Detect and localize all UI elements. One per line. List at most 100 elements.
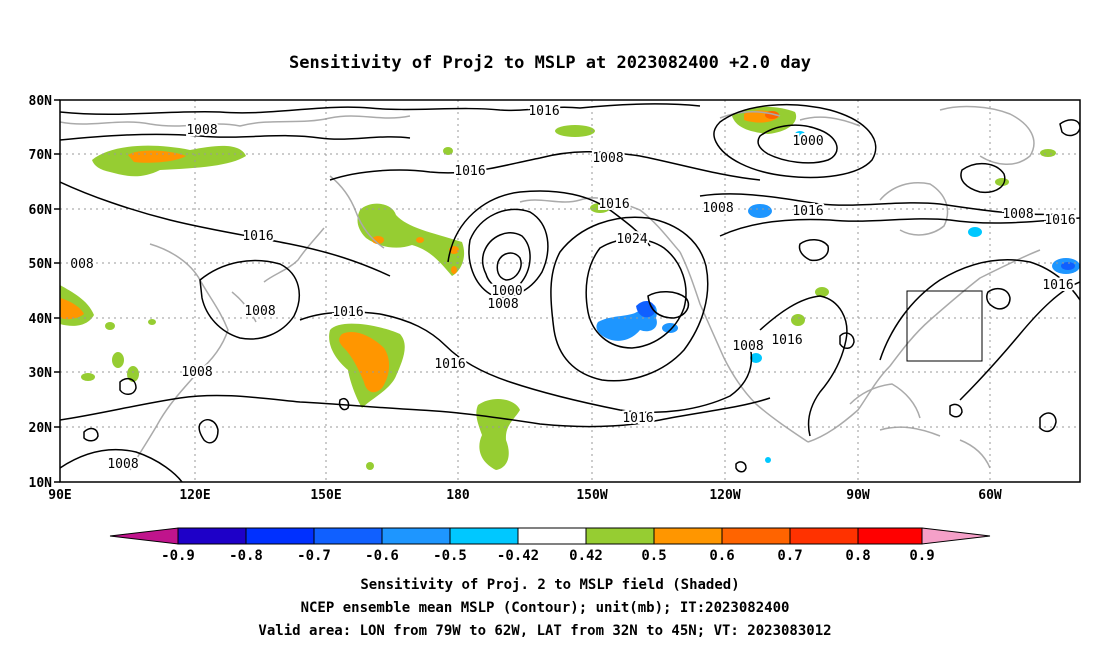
- coastline-north-america-west: [679, 251, 809, 443]
- contour-label: 1008: [244, 304, 275, 319]
- caption-contour: NCEP ensemble mean MSLP (Contour); unit(…: [301, 600, 790, 616]
- contour-small-ring-9: [735, 461, 747, 473]
- lon-tick-label: 180: [446, 488, 470, 503]
- contour-small-ring-2: [198, 419, 219, 444]
- contour-1008-east-asia: [199, 259, 301, 340]
- valid-area-box: [906, 290, 983, 362]
- contour-1016-pacific: [60, 394, 771, 428]
- lon-tick-label: 60W: [978, 488, 1002, 503]
- shade-positive-blob-1: [555, 125, 595, 137]
- contour-label: 1016: [598, 197, 629, 212]
- colorbar-swatch: [857, 527, 923, 545]
- shade-negative-blob-3-core: [1061, 262, 1075, 270]
- colorbar-label: -0.7: [297, 548, 331, 564]
- shade-positive-blob-4: [791, 314, 805, 326]
- contour-1024-high-inner: [585, 238, 687, 349]
- shade-negative-blob-5: [750, 353, 762, 363]
- shade-negative-blob-6: [795, 131, 805, 137]
- contour-label: 1008: [487, 297, 518, 312]
- contour-small-ring-12: [119, 377, 137, 395]
- map-panel: 1008 1016 1016 1008 1016 1024 1000 1008 …: [59, 99, 1081, 483]
- contour-label: 1016: [434, 357, 465, 372]
- contour-small-ring-1: [798, 239, 829, 262]
- contour-label: 1008: [702, 201, 733, 216]
- caption-shading: Sensitivity of Proj. 2 to MSLP field (Sh…: [360, 577, 739, 593]
- lon-tick-label: 120E: [179, 488, 210, 503]
- lon-tick-label: 120W: [709, 488, 740, 503]
- colorbar-label: 0.9: [909, 548, 934, 564]
- contour-label: 1016: [1044, 213, 1075, 228]
- shade-positive-blob-9: [81, 373, 95, 381]
- mslp-contours: [60, 103, 1080, 482]
- colorbar-label: -0.5: [433, 548, 467, 564]
- contour-label: 1024: [616, 232, 647, 247]
- shade-negative-blob-4: [968, 227, 982, 237]
- colorbar-label: 0.42: [569, 548, 603, 564]
- colorbar-swatch: [517, 527, 587, 545]
- colorbar-swatch: [721, 527, 791, 545]
- contour-label: 1008: [592, 151, 623, 166]
- contour-1016-canada: [719, 217, 1080, 237]
- shade-positive-blob-5: [1040, 149, 1056, 157]
- contour-label: 1000: [491, 284, 522, 299]
- shade-positive-blob-2: [590, 203, 610, 213]
- coastline-east-asia: [129, 243, 229, 471]
- lat-tick-label: 60N: [29, 203, 53, 218]
- map-frame: [59, 99, 1081, 483]
- coastline-asia-north: [60, 115, 411, 127]
- coastline-gulf: [849, 383, 921, 419]
- coastline-hudson: [879, 182, 949, 236]
- lon-tick-label: 150E: [310, 488, 341, 503]
- colorbar-labels: -0.9 -0.8 -0.7 -0.6 -0.5 -0.42 0.42 0.5 …: [161, 548, 935, 564]
- lat-tick-label: 80N: [29, 94, 53, 109]
- coastline-north-america-east: [807, 249, 1041, 443]
- contour-1016-asia: [60, 181, 391, 277]
- colorbar-label: 0.6: [709, 548, 734, 564]
- lon-tick-label: 90W: [846, 488, 870, 503]
- contour-1000-arctic-low: [757, 124, 838, 164]
- contour-small-ring-11: [338, 397, 350, 411]
- shade-orange-blob-3: [451, 266, 457, 274]
- contour-label: 1016: [1042, 278, 1073, 293]
- contour-label: 1016: [771, 333, 802, 348]
- colorbar-label: -0.42: [497, 548, 539, 564]
- contour-1008-siberia: [60, 133, 411, 141]
- contour-1008-low-ring1: [468, 208, 549, 298]
- colorbar-swatch: [653, 527, 723, 545]
- colorbar-label: 0.7: [777, 548, 802, 564]
- shade-positive-kamchatka: [357, 203, 465, 276]
- contour-1024-high-outer: [550, 216, 709, 382]
- contour-label: 1016: [332, 305, 363, 320]
- longitude-axis: 90E 120E 150E 180 150W 120W 90W 60W: [48, 488, 1002, 503]
- shade-positive-blob-11: [148, 319, 156, 325]
- colorbar-swatch: [585, 527, 655, 545]
- latitude-axis: 80N 70N 60N 50N 40N 30N 20N 10N: [29, 94, 60, 491]
- shade-positive-blob-13: [366, 462, 374, 470]
- coastlines: [60, 105, 1041, 471]
- contour-labels: 1008 1016 1016 1008 1016 1024 1000 1008 …: [68, 102, 1077, 474]
- contour-1008-canada: [699, 193, 1061, 216]
- colorbar-swatch: [789, 527, 859, 545]
- coastline-caribbean: [879, 426, 991, 469]
- contour-992-low-ring3: [496, 252, 522, 281]
- contour-1008-atlantic: [879, 259, 1080, 361]
- shade-positive-blob-3: [815, 287, 829, 297]
- shade-positive-blob-6: [995, 178, 1009, 186]
- contour-1016-us: [759, 295, 848, 437]
- contour-label: 1016: [454, 164, 485, 179]
- caption-valid-area: Valid area: LON from 79W to 62W, LAT fro…: [258, 623, 831, 639]
- colorbar-swatch: [313, 527, 383, 545]
- coastline-greenland: [939, 105, 1035, 165]
- contour-1008-arctic-low: [713, 103, 877, 179]
- shade-positive-blob-10: [105, 322, 115, 330]
- contour-1016-atlantic: [959, 281, 1080, 401]
- contour-small-ring-10: [83, 427, 99, 442]
- colorbar-left-arrow: [109, 527, 179, 545]
- shade-orange-blob-1: [372, 236, 384, 244]
- colorbar-swatch: [177, 527, 247, 545]
- shade-positive-blob-7: [112, 352, 124, 368]
- contour-1000-low-ring2: [481, 232, 531, 290]
- lat-ticks: [54, 99, 60, 483]
- colorbar-label: 0.8: [845, 548, 870, 564]
- shade-orange-siberia: [128, 150, 186, 163]
